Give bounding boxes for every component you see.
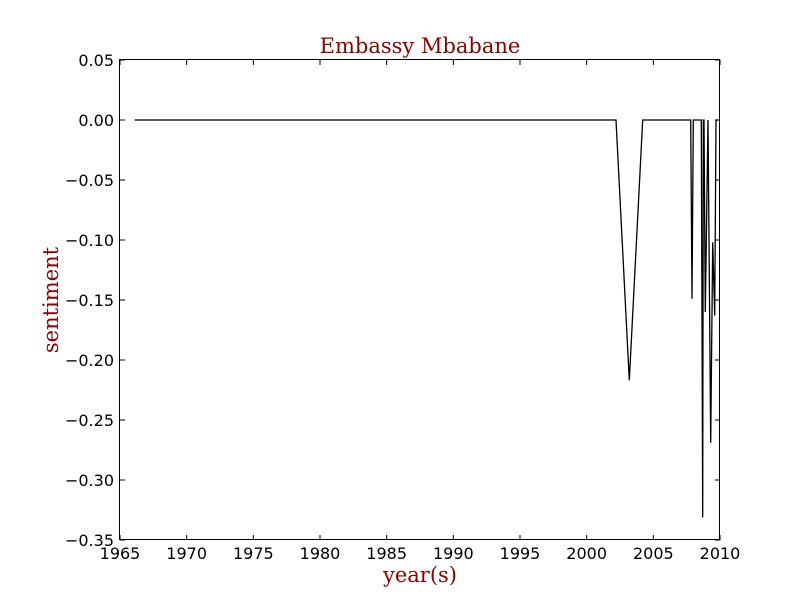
x-tick-label: 1985 (366, 544, 407, 563)
y-tick-label: 0.05 (78, 51, 114, 70)
y-tick-label: −0.30 (65, 471, 114, 490)
x-tick-label: 1965 (100, 544, 141, 563)
x-axis-title: year(s) (382, 563, 457, 587)
x-tick-label: 2000 (566, 544, 607, 563)
y-tick-label: −0.05 (65, 171, 114, 190)
series-line-0 (134, 119, 719, 518)
y-tick-label: −0.10 (65, 231, 114, 250)
chart-title: Embassy Mbabane (320, 34, 521, 58)
x-tick-label: 1970 (166, 544, 207, 563)
y-tick-label: 0.00 (78, 111, 114, 130)
x-tick-label: 2010 (700, 544, 741, 563)
x-tick-label: 2005 (633, 544, 674, 563)
x-tick-label: 1980 (300, 544, 341, 563)
y-tick-label: −0.35 (65, 531, 114, 550)
axis-ticks: 1965 1970 1975 1980 1985 1990 1995 2000 2005 2010… (65, 51, 740, 563)
x-tick-label: 1990 (433, 544, 474, 563)
x-tick-label: 1975 (233, 544, 274, 563)
y-tick-label: −0.15 (65, 291, 114, 310)
y-tick-label: −0.20 (65, 351, 114, 370)
plot-area (134, 119, 719, 518)
x-tick-label: 1995 (500, 544, 541, 563)
plot-frame (119, 59, 720, 540)
y-tick-label: −0.25 (65, 411, 114, 430)
y-axis-title: sentiment (39, 246, 63, 353)
